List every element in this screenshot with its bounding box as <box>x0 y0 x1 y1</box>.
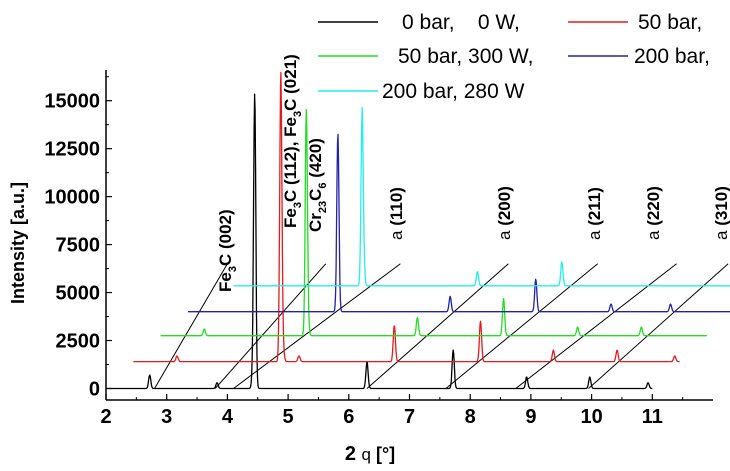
y-tick-label-6: 15000 <box>44 91 100 113</box>
y-tick-label-0: 0 <box>89 378 100 400</box>
x-tick-label-1: 3 <box>161 406 172 428</box>
y-tick-label-3: 7500 <box>56 235 101 257</box>
x-tick-label-2: 4 <box>222 406 234 428</box>
y-tick-label-1: 2500 <box>56 331 101 353</box>
x-tick-label-9: 11 <box>642 406 663 428</box>
y-tick-label-2: 5000 <box>56 283 101 305</box>
legend-label-1: 50 bar, <box>638 11 702 34</box>
annotation-a-110: a (110) <box>387 187 406 240</box>
y-tick-label-5: 12500 <box>44 139 100 161</box>
annotation-a-211: a (211) <box>585 187 604 240</box>
x-axis-title: 2 q [°] <box>345 443 395 465</box>
x-tick-label-4: 6 <box>343 406 354 428</box>
x-tick-label-3: 5 <box>283 406 294 428</box>
x-tick-label-6: 8 <box>465 406 476 428</box>
x-tick-label-0: 2 <box>100 406 111 428</box>
legend-label-0: 0 bar, 0 W, <box>402 11 520 34</box>
annotation-a-200: a (200) <box>495 186 514 240</box>
legend-label-4: 200 bar, 280 W <box>382 80 525 103</box>
legend-label-2: 50 bar, 300 W, <box>398 45 533 68</box>
x-tick-label-7: 9 <box>525 406 536 428</box>
x-tick-label-8: 10 <box>580 406 602 428</box>
y-axis-title: Intensity [a.u.] <box>8 182 28 304</box>
x-tick-label-5: 7 <box>404 406 415 428</box>
legend-label-3: 200 bar, <box>634 45 710 68</box>
annotation-a-310: a (310) <box>712 186 730 240</box>
y-tick-label-4: 10000 <box>44 187 100 209</box>
annotation-a-220: a (220) <box>644 186 663 240</box>
